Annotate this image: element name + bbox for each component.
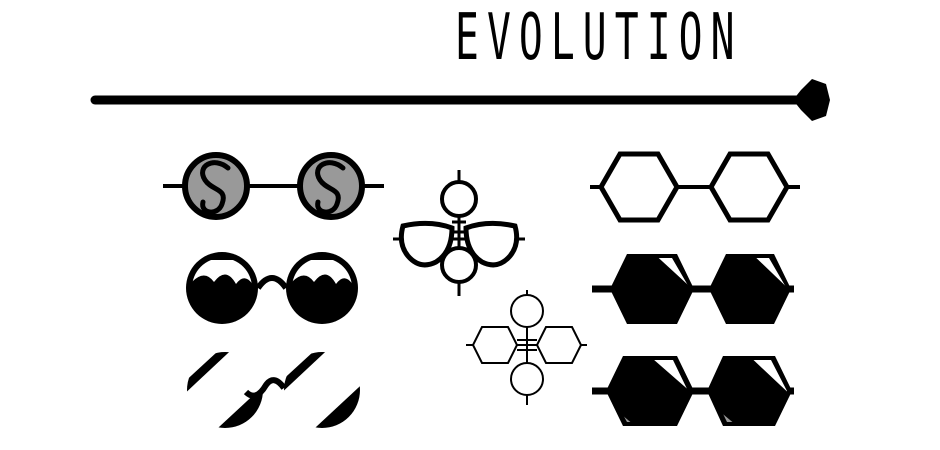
page-title: EVOLUTION (455, 1, 743, 75)
hexagon-outline-glasses-icon (590, 151, 800, 223)
diagonal-sunglasses-icon (187, 352, 360, 428)
hexagon-tinted-glasses-icon (592, 356, 794, 426)
aviator-evolution-icon (393, 170, 525, 296)
round-swirl-glasses-icon (163, 152, 384, 220)
hexagon-shade-glasses-icon (592, 254, 794, 324)
timeline-icon (90, 79, 830, 121)
hexagon-evolution-icon (466, 290, 587, 405)
round-sunglasses-icon (186, 252, 358, 324)
